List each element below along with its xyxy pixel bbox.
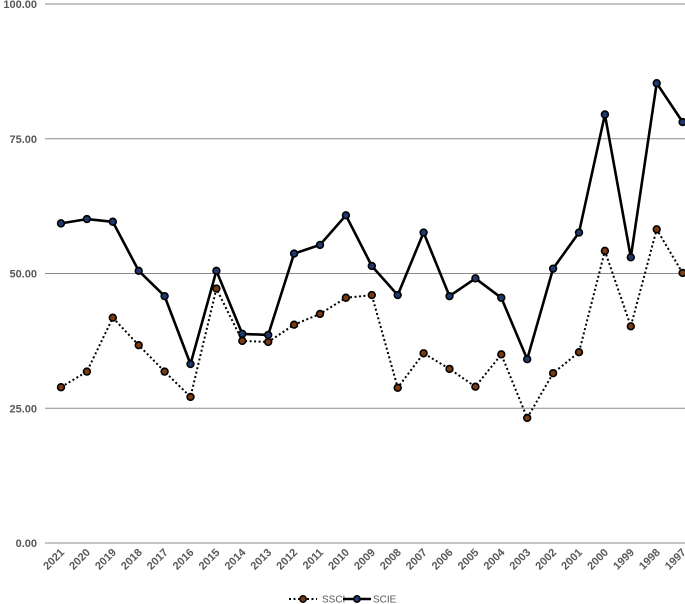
series-lines (60, 81, 684, 419)
x-tick-label: 2020 (67, 547, 93, 573)
x-tick-label: 2009 (352, 547, 378, 573)
x-tick-label: 2001 (559, 547, 585, 573)
data-point-scie (471, 274, 480, 283)
data-point-ssci (186, 392, 195, 402)
data-point-ssci (341, 293, 351, 302)
x-tick-label: 2003 (508, 547, 534, 573)
x-tick-label: 2005 (456, 547, 482, 573)
data-point-scie (497, 293, 506, 302)
data-point-ssci (471, 382, 480, 391)
data-point-scie (264, 330, 273, 340)
x-tick-label: 2011 (301, 547, 326, 572)
series-line-ssci (60, 228, 684, 419)
data-point-ssci (497, 350, 506, 359)
data-point-scie (419, 228, 428, 237)
data-point-scie (678, 117, 685, 127)
legend-swatch-marker (299, 595, 307, 603)
x-tick-label: 2019 (93, 547, 119, 573)
x-tick-label: 2015 (197, 547, 223, 573)
y-tick-label: 100.00 (3, 0, 37, 11)
data-point-ssci (264, 337, 273, 347)
data-point-scie (160, 291, 169, 301)
legend-item-ssci: SSCI (289, 595, 345, 604)
data-point-scie (212, 266, 221, 276)
data-point-scie (238, 329, 247, 339)
data-point-ssci (678, 268, 685, 278)
data-point-scie (108, 217, 118, 226)
data-point-ssci (600, 246, 610, 256)
x-tick-label: 1999 (611, 547, 637, 573)
data-point-ssci (82, 367, 92, 376)
x-tick-label: 2000 (585, 547, 611, 573)
data-point-scie (82, 214, 92, 224)
data-point-scie (289, 249, 299, 258)
data-point-ssci (548, 369, 558, 378)
data-point-scie (341, 211, 351, 220)
x-tick-label: 2002 (533, 547, 559, 573)
legend-swatch-marker (353, 595, 361, 603)
y-tick-label: 50.00 (9, 269, 37, 281)
x-tick-label: 2012 (274, 547, 300, 573)
legend-label: SSCI (322, 595, 345, 604)
x-tick-label: 2016 (171, 547, 197, 573)
data-point-scie (626, 253, 635, 262)
data-point-scie (522, 355, 532, 364)
data-point-ssci (522, 413, 532, 423)
legend-item-scie: SCIE (343, 595, 397, 604)
data-point-ssci (315, 309, 325, 319)
data-point-ssci (445, 364, 454, 374)
data-point-scie (548, 264, 558, 273)
data-point-scie (574, 228, 584, 237)
y-tick-label: 75.00 (9, 134, 37, 146)
data-point-ssci (212, 284, 221, 293)
y-axis-tick-labels: 0.00 25.00 50.00 75.00 100.00 (3, 0, 37, 550)
data-point-scie (652, 79, 661, 88)
data-point-ssci (238, 336, 247, 346)
data-point-scie (134, 266, 143, 276)
data-point-scie (393, 290, 402, 300)
x-tick-label: 2004 (482, 546, 508, 572)
x-tick-label: 2008 (378, 547, 404, 573)
data-point-ssci (56, 383, 66, 392)
x-tick-label: 2014 (223, 546, 249, 572)
data-point-scie (600, 110, 610, 119)
data-point-scie (445, 291, 454, 301)
x-tick-label: 2007 (404, 547, 430, 573)
data-point-ssci (367, 290, 376, 300)
data-point-ssci (652, 225, 661, 234)
series-markers (56, 79, 685, 423)
data-point-ssci (108, 313, 118, 322)
data-point-ssci (134, 340, 143, 350)
data-point-ssci (574, 347, 584, 357)
x-axis-tick-labels: 2021 2020 2019 2018 2017 2016 2015 2014 2013 2012… (41, 546, 685, 572)
data-point-ssci (419, 349, 428, 358)
data-point-scie (367, 261, 376, 271)
data-point-scie (56, 219, 66, 228)
series-line-scie (60, 81, 684, 366)
data-point-ssci (289, 320, 299, 329)
x-tick-label: 2018 (119, 547, 145, 573)
x-tick-label: 2010 (326, 547, 352, 573)
data-point-ssci (160, 367, 169, 376)
x-tick-label: 2006 (430, 547, 456, 573)
data-point-ssci (626, 322, 635, 331)
y-tick-label: 25.00 (9, 403, 37, 415)
x-tick-label: 2013 (249, 547, 275, 573)
x-tick-label: 1997 (663, 547, 685, 573)
x-tick-label: 2021 (41, 547, 67, 573)
x-tick-label: 2017 (145, 547, 171, 573)
data-point-scie (186, 359, 195, 369)
data-point-ssci (393, 383, 402, 392)
legend: SSCI SCIE (289, 595, 397, 604)
y-tick-label: 0.00 (16, 538, 37, 550)
gridlines (45, 3, 685, 544)
legend-label: SCIE (373, 595, 397, 604)
x-tick-label: 1998 (637, 547, 663, 573)
data-point-scie (315, 240, 325, 250)
